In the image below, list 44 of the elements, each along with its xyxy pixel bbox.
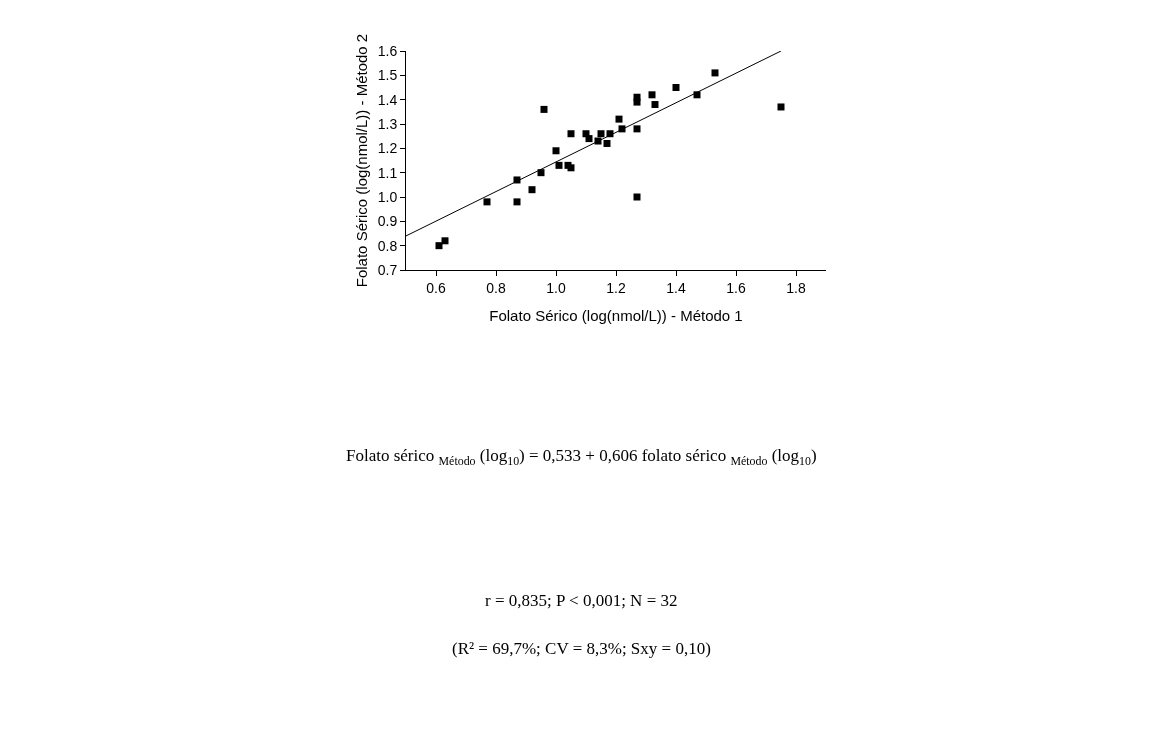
point (513, 198, 521, 206)
y-tick-label: 1.4 (377, 91, 398, 108)
point (777, 103, 785, 111)
x-tick-label: 1.4 (666, 279, 686, 296)
point (567, 130, 575, 138)
text: (R² = 69,7%; CV = 8,3%; Sxy = 0,10) (452, 639, 711, 658)
y-tick-label: 1.6 (377, 42, 398, 59)
point (483, 198, 491, 206)
text: Folato sérico $_{Método}$ (log$_{10}$) = 0,533 + 0,606 folato sérico $_{Método}$ (log$_{10}$) (346, 446, 817, 468)
point (633, 193, 641, 201)
point (672, 84, 680, 91)
point (528, 186, 536, 194)
point (585, 135, 593, 143)
point (711, 69, 719, 77)
y-axis-title: Folato Sérico (log(nmol/L)) - Método 2 (352, 33, 370, 288)
x-axis-title: Folato Sérico (log(nmol/L)) - Método 1 (489, 306, 743, 324)
y-tick-label: 0.9 (377, 213, 398, 230)
point (537, 169, 545, 177)
y-tick-label: 1.3 (377, 115, 398, 132)
y-tick-label: 1.5 (377, 67, 398, 84)
point (555, 161, 563, 169)
y-tick-label: 1.2 (377, 140, 398, 157)
point (633, 93, 641, 101)
x-tick-label: 1.8 (786, 279, 806, 296)
point (435, 242, 443, 250)
x-tick-label: 0.6 (426, 279, 446, 296)
point (597, 130, 605, 138)
x-tick-label: 1.6 (726, 279, 746, 296)
y-tick-label: 1.0 (377, 188, 398, 205)
point (648, 91, 656, 99)
y-tick-label: 0.8 (377, 237, 398, 254)
point (552, 147, 560, 155)
x-tick-label: 0.8 (486, 279, 506, 296)
point (633, 125, 641, 133)
point (603, 139, 611, 147)
x-tick-label: 1.0 (546, 279, 566, 296)
y-tick-label: 1.1 (377, 164, 398, 181)
point (651, 101, 659, 109)
point (540, 105, 548, 113)
y-tick-label: 0.7 (377, 261, 398, 278)
text: r = 0,835; P < 0,001; N = 32 (485, 591, 678, 610)
point (615, 115, 623, 123)
point (441, 237, 449, 245)
x-tick-label: 1.2 (606, 279, 626, 296)
